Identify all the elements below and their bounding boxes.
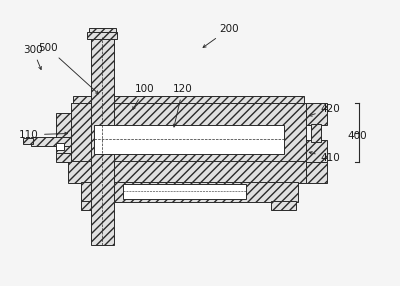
Bar xyxy=(56,143,64,150)
Bar xyxy=(89,28,116,32)
Bar xyxy=(68,161,306,183)
Text: 410: 410 xyxy=(309,152,340,163)
Bar xyxy=(306,140,327,162)
Bar xyxy=(311,124,321,142)
Bar xyxy=(71,103,306,162)
Bar xyxy=(306,103,327,125)
Bar xyxy=(56,113,71,153)
Bar xyxy=(94,125,284,154)
Bar xyxy=(81,201,106,210)
Bar xyxy=(90,37,114,245)
Text: 420: 420 xyxy=(309,104,340,116)
Text: 120: 120 xyxy=(173,84,192,127)
Bar xyxy=(123,184,246,199)
Text: 100: 100 xyxy=(133,84,154,110)
Text: 500: 500 xyxy=(38,43,98,94)
Text: 110: 110 xyxy=(19,130,68,140)
Text: 200: 200 xyxy=(203,24,239,47)
Bar xyxy=(56,153,71,162)
Bar xyxy=(73,96,304,103)
Bar xyxy=(271,201,296,210)
Bar xyxy=(31,137,71,146)
Text: 300: 300 xyxy=(23,45,43,69)
Bar xyxy=(306,162,327,183)
Text: 400: 400 xyxy=(348,131,368,141)
Bar xyxy=(87,32,118,39)
Bar xyxy=(23,138,33,144)
Bar xyxy=(81,182,298,202)
